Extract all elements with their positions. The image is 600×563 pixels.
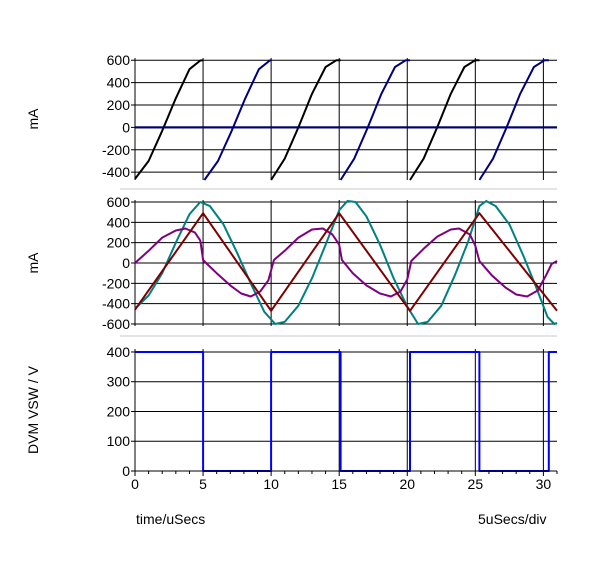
x-tick-label: 5 [199,476,207,492]
panel-1: 600 400 200 0 -200 -400 mA [25,52,557,181]
series-1-line [134,59,204,180]
y-tick-label: 200 [107,403,131,419]
series-1-line [270,59,341,181]
x-axis-label: time/uSecs [136,511,206,527]
y-tick-label: 200 [107,97,131,113]
panel-3: 400 300 200 100 0 DVM VSW / V 0 5 10 15 20 25 30 [25,344,558,492]
series-2-line [478,59,549,181]
y-tick-label: -600 [102,316,130,332]
x-tick-label: 15 [331,476,347,492]
series-2-line [134,227,558,298]
y-axis-title: DVM VSW / V [25,365,41,454]
y-axis-title: mA [25,108,41,130]
series-1-line [409,59,480,181]
y-tick-label: 600 [107,52,131,68]
series-3-line [134,212,558,312]
y-tick-label: -200 [102,275,130,291]
panel-2: 600 400 200 0 -200 -400 -600 mA [25,194,558,332]
y-tick-label: 0 [122,255,130,271]
x-tick-label: 10 [263,476,279,492]
y-tick-label: 400 [107,75,131,91]
y-tick-label: 0 [122,119,130,135]
y-tick-label: 100 [107,433,131,449]
x-tick-label: 20 [399,476,415,492]
series-1-line [134,200,558,325]
x-tick-label: 30 [536,476,552,492]
y-tick-label: -400 [102,296,130,312]
y-tick-label: -200 [102,142,130,158]
y-tick-label: -400 [102,164,130,180]
x-tick-label: 25 [468,476,484,492]
series-2-line [339,59,410,181]
x-tick-label: 0 [131,476,139,492]
y-tick-label: 200 [107,235,131,251]
y-tick-label: 300 [107,374,131,390]
y-tick-label: 400 [107,344,131,360]
y-axis-title: mA [25,252,41,274]
y-tick-label: 400 [107,214,131,230]
y-tick-label: 0 [122,463,130,479]
time-scale-label: 5uSecs/div [478,511,547,527]
y-tick-label: 600 [107,194,131,210]
series-2-line [203,59,272,181]
